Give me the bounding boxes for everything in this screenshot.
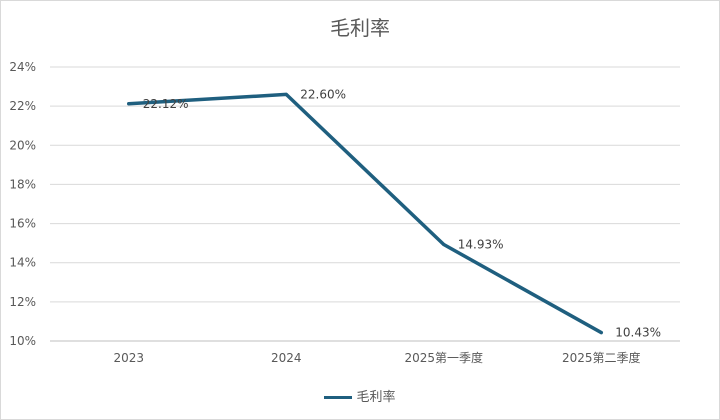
series-line [127,92,603,335]
y-tick-label: 20% [9,138,36,152]
data-point [442,243,446,247]
y-tick-label: 12% [9,295,36,309]
y-tick-label: 16% [9,217,36,231]
y-tick-label: 22% [9,99,36,113]
legend-swatch [324,396,353,399]
x-tick-label: 2024 [271,351,302,365]
data-label: 22.60% [300,87,346,101]
data-point [127,102,131,106]
x-tick-label: 2023 [113,351,144,365]
data-label: 10.43% [615,326,661,340]
data-point [284,92,288,96]
y-tick-label: 14% [9,256,36,270]
data-point [599,331,603,335]
chart-title: 毛利率 [330,16,390,40]
y-tick-label: 10% [9,334,36,348]
legend-label: 毛利率 [356,390,396,405]
legend: 毛利率 [0,386,720,405]
data-label: 22.12% [143,97,189,111]
y-tick-label: 18% [9,177,36,191]
y-tick-label: 24% [9,60,36,74]
x-tick-label: 2025第一季度 [404,350,483,365]
data-label: 14.93% [458,238,504,252]
x-tick-label: 2025第二季度 [562,350,641,365]
